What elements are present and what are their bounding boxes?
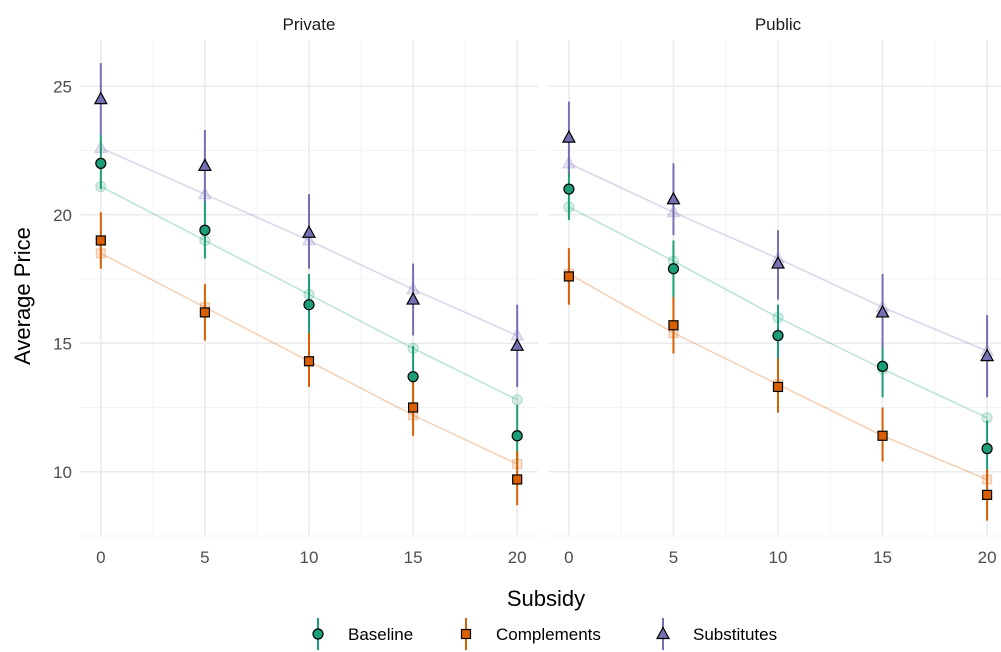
- grid: [548, 40, 1001, 537]
- data-point: [981, 443, 993, 455]
- data-point: [666, 191, 681, 205]
- data-point: [981, 489, 993, 500]
- x-tick-label: 0: [564, 548, 573, 567]
- panel-title: Public: [755, 15, 802, 34]
- panel-private: Private 0 5 10 15 20 10 15 20 25: [53, 15, 538, 567]
- points-substitutes: [561, 129, 995, 362]
- x-tick-label: 0: [96, 548, 105, 567]
- x-tick-label: 20: [978, 548, 997, 567]
- data-point: [199, 307, 211, 318]
- data-point: [199, 224, 211, 236]
- data-point: [877, 430, 888, 441]
- data-point: [197, 158, 212, 172]
- data-point: [980, 348, 995, 362]
- x-tick-label: 15: [873, 548, 892, 567]
- legend-key-square-icon: [460, 628, 472, 640]
- data-point: [668, 320, 679, 331]
- data-point: [511, 430, 523, 442]
- y-tick-label: 10: [53, 463, 72, 482]
- y-tick-label: 25: [53, 77, 72, 96]
- data-point: [93, 91, 108, 105]
- data-point: [406, 291, 421, 305]
- data-point: [510, 338, 525, 351]
- legend-label: Substitutes: [693, 625, 777, 644]
- data-point: [512, 474, 523, 485]
- y-tick-label: 20: [53, 206, 72, 225]
- points-complements: [563, 271, 993, 500]
- x-tick-label: 10: [300, 548, 319, 567]
- data-point: [772, 329, 784, 342]
- data-point: [95, 157, 107, 169]
- panel-public: Public 0 5 10 15 20: [548, 15, 1001, 567]
- data-point: [407, 402, 419, 413]
- legend: Baseline Complements Substitutes: [312, 618, 777, 650]
- points-complements: [95, 235, 523, 485]
- data-point: [875, 304, 890, 318]
- x-axis-title: Subsidy: [507, 586, 585, 611]
- legend-label: Complements: [496, 625, 601, 644]
- chart-panels: Private 0 5 10 15 20 10 15 20 25 Public 0 5 10 15 20: [53, 15, 1001, 567]
- fit-point: [511, 394, 523, 406]
- data-point: [561, 129, 576, 143]
- data-point: [876, 360, 889, 372]
- x-tick-label: 20: [508, 548, 527, 567]
- data-point: [563, 271, 575, 282]
- legend-item-complements: Complements: [460, 618, 601, 650]
- legend-item-substitutes: Substitutes: [655, 618, 777, 650]
- x-tick-label: 5: [200, 548, 209, 567]
- data-point: [407, 371, 419, 383]
- data-point: [303, 356, 315, 367]
- legend-key-circle-icon: [312, 628, 324, 640]
- y-tick-label: 15: [53, 334, 72, 353]
- legend-key-triangle-icon: [655, 626, 671, 640]
- points-substitutes: [93, 91, 525, 351]
- data-point: [772, 381, 784, 393]
- data-point: [770, 255, 786, 269]
- points-baseline: [563, 183, 993, 455]
- x-tick-label: 15: [404, 548, 423, 567]
- data-point: [301, 224, 317, 238]
- data-point: [303, 299, 315, 311]
- legend-item-baseline: Baseline: [312, 618, 413, 650]
- panel-title: Private: [283, 15, 336, 34]
- data-point: [95, 235, 106, 246]
- points-baseline: [95, 157, 523, 442]
- x-tick-label: 10: [769, 548, 788, 567]
- x-tick-label: 5: [669, 548, 678, 567]
- y-axis-title: Average Price: [10, 227, 35, 365]
- data-point: [667, 263, 680, 275]
- legend-label: Baseline: [348, 625, 413, 644]
- data-point: [563, 183, 575, 195]
